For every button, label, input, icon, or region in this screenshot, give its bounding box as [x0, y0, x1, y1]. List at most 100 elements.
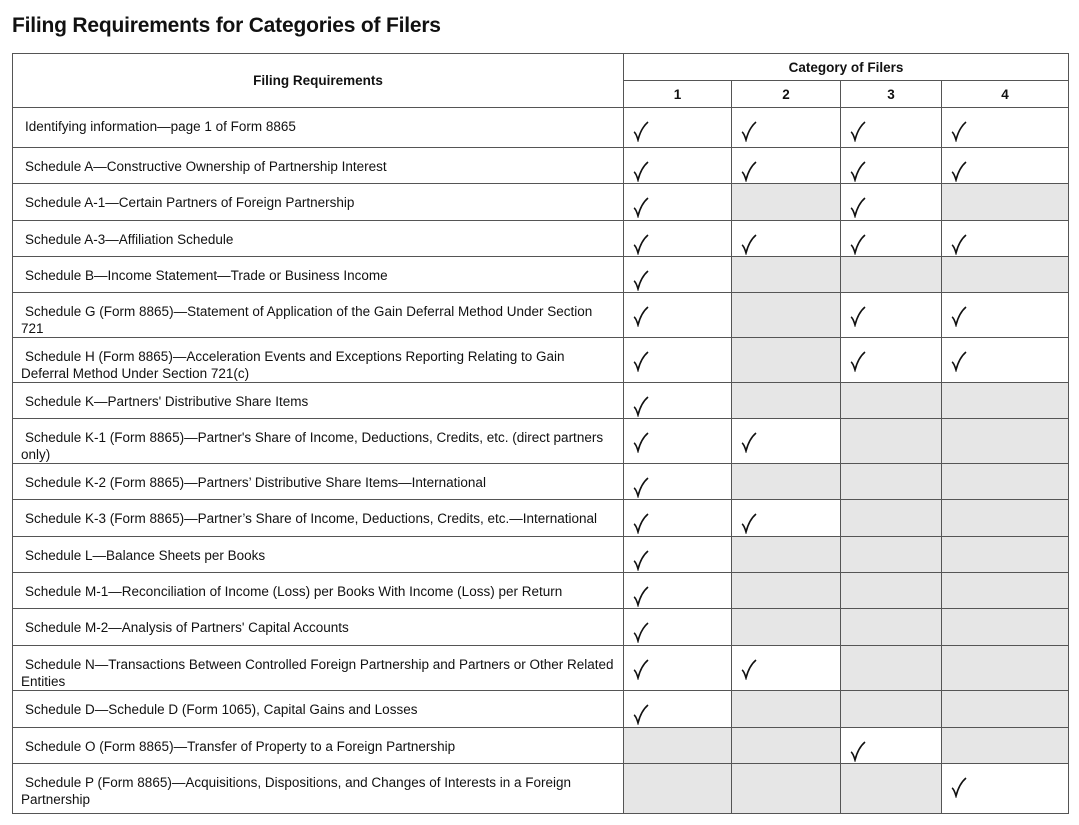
check-cell: [731, 147, 841, 184]
check-cell: [941, 183, 1069, 221]
checkmark-stroke: [951, 234, 967, 255]
check-cell: [731, 220, 841, 257]
row-label: Schedule N—Transactions Between Controll…: [12, 645, 624, 691]
checkmark-stroke: [633, 477, 649, 498]
check-cell: [623, 256, 732, 293]
header-group: Category of Filers: [623, 53, 1069, 81]
checkmark-stroke: [633, 161, 649, 182]
checkmark: [850, 306, 866, 327]
check-cell: [731, 418, 841, 464]
check-cell: [840, 292, 942, 338]
check-cell: [731, 608, 841, 646]
row-label: Schedule A—Constructive Ownership of Par…: [12, 147, 624, 184]
checkmark: [633, 197, 649, 218]
checkmark-stroke: [951, 161, 967, 182]
check-cell: [623, 292, 732, 338]
check-cell: [623, 107, 732, 148]
checkmark-stroke: [850, 351, 866, 372]
checkmark: [850, 234, 866, 255]
check-cell: [731, 382, 841, 419]
checkmark: [951, 121, 967, 142]
checkmark-stroke: [741, 234, 757, 255]
checkmark: [951, 234, 967, 255]
checkmark: [633, 513, 649, 534]
checkmark-stroke: [741, 513, 757, 534]
checkmark: [633, 351, 649, 372]
check-cell: [840, 645, 942, 691]
checkmark-stroke: [741, 659, 757, 680]
row-label: Schedule M-2—Analysis of Partners' Capit…: [12, 608, 624, 646]
check-cell: [731, 763, 841, 814]
check-cell: [941, 727, 1069, 764]
row-label: Schedule K-3 (Form 8865)—Partner’s Share…: [12, 499, 624, 537]
checkmark-stroke: [850, 741, 866, 762]
check-cell: [623, 382, 732, 419]
check-cell: [941, 220, 1069, 257]
checkmark-stroke: [633, 396, 649, 417]
check-cell: [623, 763, 732, 814]
checkmark: [633, 234, 649, 255]
checkmark-stroke: [633, 550, 649, 571]
check-cell: [941, 382, 1069, 419]
checkmark-stroke: [850, 121, 866, 142]
check-cell: [840, 337, 942, 383]
checkmark-stroke: [741, 161, 757, 182]
check-cell: [731, 107, 841, 148]
checkmark-stroke: [850, 306, 866, 327]
check-cell: [840, 147, 942, 184]
check-cell: [731, 256, 841, 293]
checkmark-stroke: [633, 121, 649, 142]
header-cell: Filing Requirements: [12, 53, 624, 108]
checkmark: [633, 704, 649, 725]
checkmark: [633, 550, 649, 571]
column-header: 4: [941, 80, 1069, 108]
checkmark-stroke: [633, 704, 649, 725]
checkmark: [633, 432, 649, 453]
check-cell: [731, 536, 841, 573]
check-cell: [623, 220, 732, 257]
row-label: Schedule A-3—Affiliation Schedule: [12, 220, 624, 257]
check-cell: [840, 690, 942, 728]
check-cell: [941, 147, 1069, 184]
check-cell: [941, 256, 1069, 293]
check-cell: [840, 763, 942, 814]
checkmark: [633, 270, 649, 291]
checkmark-stroke: [633, 586, 649, 607]
checkmark: [633, 586, 649, 607]
check-cell: [840, 382, 942, 419]
check-cell: [623, 147, 732, 184]
checkmark: [633, 396, 649, 417]
check-cell: [840, 536, 942, 573]
checkmark: [741, 432, 757, 453]
check-cell: [623, 536, 732, 573]
check-cell: [941, 645, 1069, 691]
checkmark: [850, 121, 866, 142]
check-cell: [731, 645, 841, 691]
row-label: Schedule P (Form 8865)—Acquisitions, Dis…: [12, 763, 624, 814]
check-cell: [941, 418, 1069, 464]
checkmark: [850, 351, 866, 372]
checkmark: [741, 121, 757, 142]
check-cell: [731, 690, 841, 728]
checkmark-stroke: [633, 622, 649, 643]
checkmark: [741, 659, 757, 680]
check-cell: [623, 645, 732, 691]
checkmark: [633, 306, 649, 327]
check-cell: [840, 608, 942, 646]
check-cell: [941, 499, 1069, 537]
check-cell: [731, 183, 841, 221]
checkmark: [741, 234, 757, 255]
checkmark-stroke: [951, 777, 967, 798]
check-cell: [623, 690, 732, 728]
check-cell: [623, 418, 732, 464]
row-label: Schedule M-1—Reconciliation of Income (L…: [12, 572, 624, 609]
checkmark-stroke: [633, 306, 649, 327]
checkmark-stroke: [850, 197, 866, 218]
check-cell: [840, 107, 942, 148]
checkmark: [951, 777, 967, 798]
row-label: Schedule D—Schedule D (Form 1065), Capit…: [12, 690, 624, 728]
checkmark: [951, 161, 967, 182]
row-label: Schedule B—Income Statement—Trade or Bus…: [12, 256, 624, 293]
checkmark: [850, 161, 866, 182]
